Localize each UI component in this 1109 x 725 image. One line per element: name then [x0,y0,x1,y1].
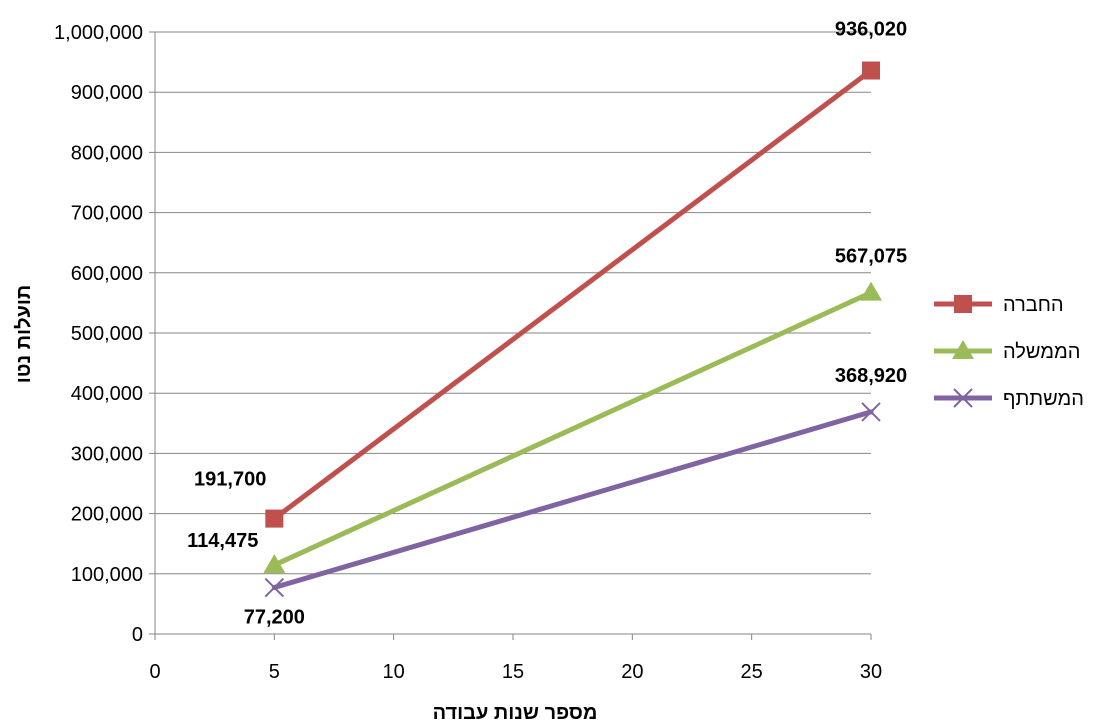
y-tick-label: 700,000 [71,203,143,225]
y-tick-label: 300,000 [71,443,143,465]
x-axis-title: מספר שנות עבודה [433,702,598,724]
series-3 [264,402,881,598]
legend-marker [952,340,974,359]
legend-label: החברה [1003,294,1064,316]
x-tick-label: 30 [860,661,882,683]
x-tick-label: 10 [383,661,405,683]
axes: 0 100,000 200,000 300,000 400,000 500,000 600,… [54,22,882,683]
legend-item: הממשלה [934,340,1080,363]
y-axis-title: תועלות נטו [13,285,35,384]
x-tick-label: 15 [502,661,524,683]
y-tick-label: 900,000 [71,82,143,104]
y-tick-label: 600,000 [71,263,143,285]
y-tick-label: 400,000 [71,383,143,405]
legend: החברה הממשלה המשתתף [934,294,1084,410]
series-group [263,61,882,598]
data-label: 77,200 [244,607,305,629]
data-label: 567,075 [835,246,907,268]
data-label: 191,700 [194,469,266,491]
legend-item: החברה [934,294,1064,316]
series-1 [265,61,880,528]
series-line [271,68,874,522]
y-tick-label: 500,000 [71,323,143,345]
y-tick-label: 100,000 [71,564,143,586]
legend-label: הממשלה [1003,341,1080,363]
x-tick-label: 25 [741,661,763,683]
series-line [271,409,874,591]
data-point [264,577,285,598]
data-point [860,281,882,301]
legend-item: המשתתף [934,388,1084,410]
data-label: 368,920 [835,365,907,387]
y-tick-label: 1,000,000 [54,22,143,44]
x-tick-label: 0 [149,661,160,683]
gridlines [155,31,871,575]
data-point [861,402,881,422]
y-tick-label: 800,000 [71,142,143,164]
data-point [862,61,880,80]
x-tick-label: 20 [621,661,643,683]
data-point [265,509,284,528]
y-tick-label: 0 [132,624,143,646]
legend-marker [954,295,972,313]
legend-label: המשתתף [1003,388,1084,410]
data-labels: 191,700 936,020 114,475 567,075 77,200 368,92… [187,19,907,629]
y-tick-label: 200,000 [71,504,143,526]
series-2 [263,281,882,574]
x-tick-label: 5 [269,661,280,683]
legend-marker [953,388,973,408]
series-line [271,290,874,568]
data-point [263,554,286,574]
data-label: 114,475 [187,530,258,552]
data-label: 936,020 [835,19,907,41]
